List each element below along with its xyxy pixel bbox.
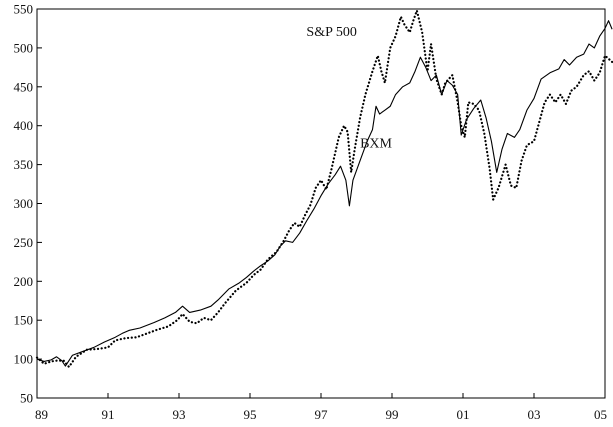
y-tick-label: 350 — [14, 157, 34, 172]
x-tick-label: 91 — [102, 407, 115, 422]
x-tick-label: 95 — [244, 407, 257, 422]
y-tick-label: 250 — [14, 235, 34, 250]
y-tick-label: 50 — [20, 391, 33, 406]
y-tick-label: 450 — [14, 79, 34, 94]
series-label-bxm: BXM — [360, 136, 392, 151]
y-tick-label: 550 — [14, 2, 34, 17]
series-line-s-p-500 — [35, 9, 613, 368]
y-tick-label: 500 — [14, 40, 34, 55]
x-tick-label: 97 — [315, 407, 329, 422]
y-tick-label: 300 — [14, 196, 34, 211]
x-tick-label: 89 — [35, 407, 48, 422]
y-tick-label: 400 — [14, 118, 34, 133]
series-label-s-p-500: S&P 500 — [306, 25, 356, 40]
series-line-bxm — [36, 20, 613, 367]
y-tick-label: 100 — [14, 352, 34, 367]
x-tick-label: 01 — [457, 407, 470, 422]
y-tick-label: 150 — [14, 313, 34, 328]
y-tick-label: 200 — [14, 274, 34, 289]
x-tick-label: 99 — [386, 407, 399, 422]
x-tick-label: 05 — [594, 407, 607, 422]
x-tick-label: 93 — [173, 407, 186, 422]
x-tick-label: 03 — [528, 407, 541, 422]
plot-frame — [36, 8, 606, 399]
